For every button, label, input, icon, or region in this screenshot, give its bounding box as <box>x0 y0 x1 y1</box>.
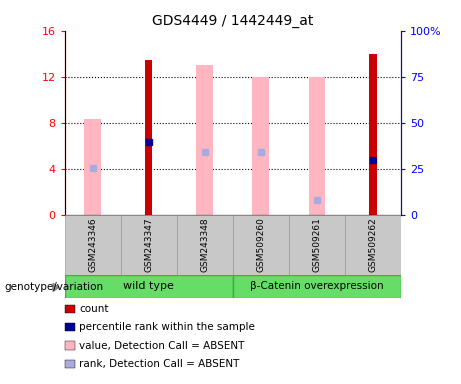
Bar <box>84 119 101 215</box>
Text: GSM509260: GSM509260 <box>256 217 266 272</box>
Bar <box>345 215 401 275</box>
Bar <box>177 215 233 275</box>
Text: GSM509261: GSM509261 <box>313 217 321 272</box>
Bar <box>233 215 289 275</box>
Title: GDS4449 / 1442449_at: GDS4449 / 1442449_at <box>152 14 313 28</box>
Text: wild type: wild type <box>123 281 174 291</box>
Text: GSM509262: GSM509262 <box>368 217 378 272</box>
Text: value, Detection Call = ABSENT: value, Detection Call = ABSENT <box>79 341 245 351</box>
Text: rank, Detection Call = ABSENT: rank, Detection Call = ABSENT <box>79 359 240 369</box>
Text: GSM243346: GSM243346 <box>88 217 97 272</box>
Bar <box>253 77 269 215</box>
Bar <box>65 215 121 275</box>
Text: percentile rank within the sample: percentile rank within the sample <box>79 322 255 332</box>
Bar <box>308 77 325 215</box>
Text: genotype/variation: genotype/variation <box>5 282 104 292</box>
Bar <box>145 60 152 215</box>
Bar <box>233 275 401 298</box>
Bar <box>196 65 213 215</box>
Bar <box>369 54 377 215</box>
Text: GSM243348: GSM243348 <box>200 217 209 272</box>
Bar <box>289 215 345 275</box>
Bar <box>121 215 177 275</box>
Text: β-Catenin overexpression: β-Catenin overexpression <box>250 281 384 291</box>
Polygon shape <box>53 283 59 291</box>
Bar <box>65 275 233 298</box>
Text: GSM243347: GSM243347 <box>144 217 153 272</box>
Text: count: count <box>79 304 109 314</box>
